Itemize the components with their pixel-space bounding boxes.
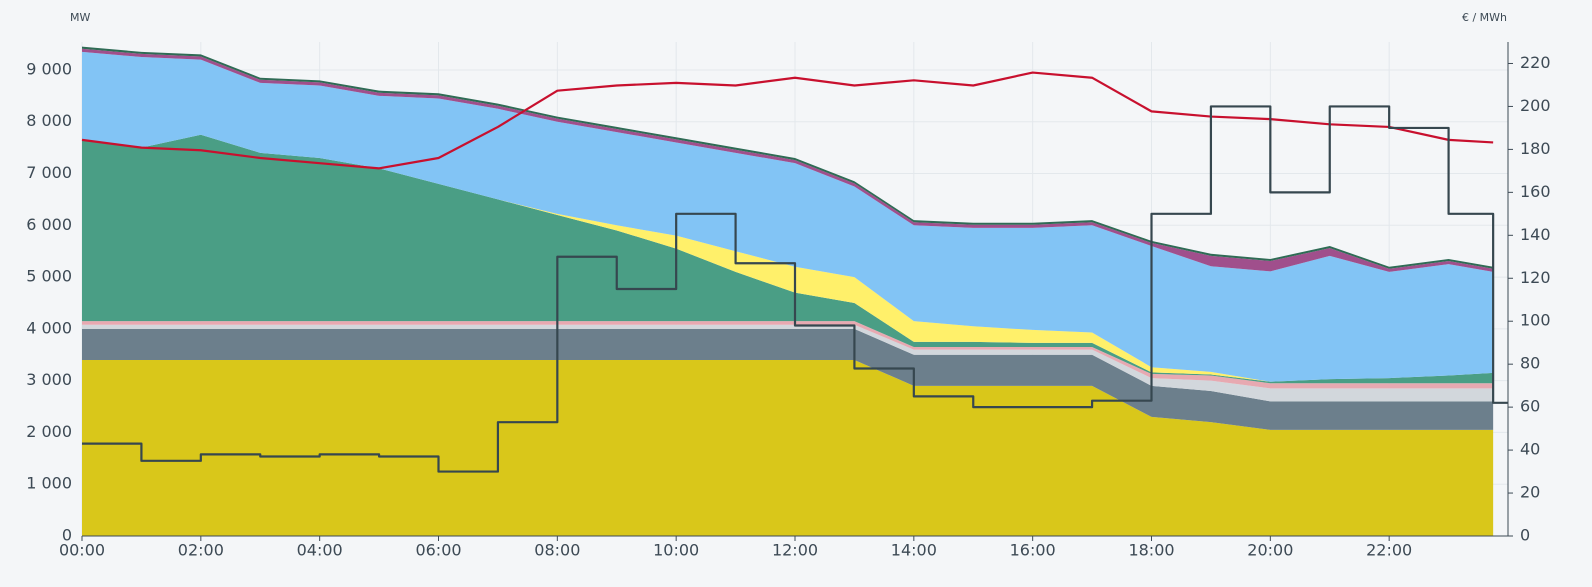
x-tick-label: 06:00	[415, 541, 461, 560]
y-axis-label: MW	[70, 11, 90, 24]
area	[82, 321, 1494, 389]
y-tick-label: 4 000	[26, 318, 72, 337]
x-tick-label: 12:00	[772, 541, 818, 560]
area	[82, 48, 1494, 272]
y-tick-label: 9 000	[26, 59, 72, 78]
y2-tick-label: 20	[1520, 483, 1540, 502]
x-tick-label: 22:00	[1366, 541, 1412, 560]
y2-tick-label: 160	[1520, 182, 1551, 201]
area	[82, 324, 1494, 402]
y2-tick-label: 60	[1520, 397, 1540, 416]
y2-tick-label: 100	[1520, 311, 1551, 330]
area	[82, 359, 1494, 536]
y-tick-label: 8 000	[26, 111, 72, 130]
y2-axis-label: € / MWh	[1462, 11, 1507, 24]
area	[82, 328, 1494, 430]
y-tick-label: 1 000	[26, 474, 72, 493]
x-tick-label: 16:00	[1010, 541, 1056, 560]
area	[82, 51, 1494, 382]
y2-tick-label: 200	[1520, 96, 1551, 115]
y2-tick-label: 80	[1520, 354, 1540, 373]
y-tick-label: 2 000	[26, 422, 72, 441]
y2-tick-label: 180	[1520, 139, 1551, 158]
x-tick-label: 00:00	[59, 541, 105, 560]
area	[82, 46, 1494, 269]
x-tick-label: 10:00	[653, 541, 699, 560]
y-tick-label: 3 000	[26, 370, 72, 389]
y-tick-label: 6 000	[26, 215, 72, 234]
y2-tick-label: 140	[1520, 225, 1551, 244]
line	[82, 105, 1508, 473]
area	[82, 134, 1494, 384]
y-tick-label: 7 000	[26, 163, 72, 182]
x-tick-label: 18:00	[1128, 541, 1174, 560]
y2-tick-label: 0	[1520, 526, 1530, 545]
x-tick-label: 04:00	[297, 541, 343, 560]
x-tick-label: 08:00	[534, 541, 580, 560]
y2-tick-label: 120	[1520, 268, 1551, 287]
y2-tick-label: 220	[1520, 53, 1551, 72]
y-tick-label: 0	[62, 526, 72, 545]
x-tick-label: 20:00	[1247, 541, 1293, 560]
x-tick-label: 14:00	[891, 541, 937, 560]
y-tick-label: 5 000	[26, 267, 72, 286]
x-tick-label: 02:00	[178, 541, 224, 560]
y2-tick-label: 40	[1520, 440, 1540, 459]
